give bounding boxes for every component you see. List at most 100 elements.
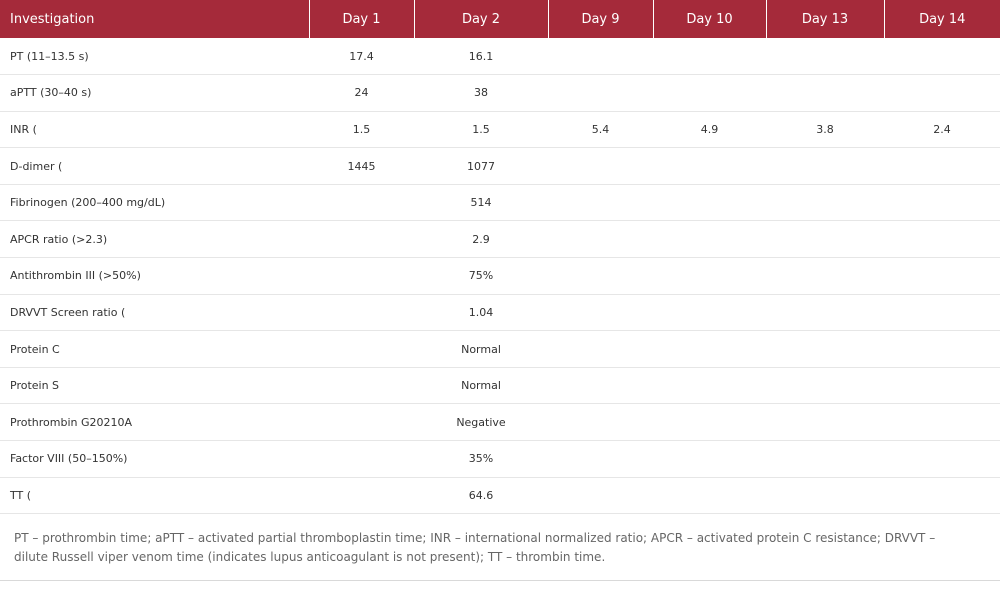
table-row: Protein S Normal	[0, 367, 1000, 405]
cell-value	[548, 367, 653, 405]
cell-value	[766, 220, 884, 259]
cell-value	[653, 403, 766, 442]
cell-value: 75%	[414, 257, 548, 295]
cell-value	[653, 74, 766, 112]
table-row: APCR ratio (>2.3) 2.9	[0, 220, 1000, 259]
cell-value: 1445	[309, 147, 414, 185]
cell-value	[766, 440, 884, 478]
row-label: INR (	[0, 111, 309, 149]
row-label: Factor VIII (50–150%)	[0, 440, 309, 478]
cell-value	[884, 74, 1000, 112]
cell-value: 16.1	[414, 38, 548, 76]
cell-value: 1.04	[414, 294, 548, 332]
row-label: Fibrinogen (200–400 mg/dL)	[0, 184, 309, 222]
cell-value: 1.5	[414, 111, 548, 149]
cell-value	[309, 257, 414, 295]
cell-value	[548, 440, 653, 478]
cell-value	[653, 440, 766, 478]
cell-value: 1.5	[309, 111, 414, 149]
cell-value	[766, 477, 884, 515]
cell-value	[653, 184, 766, 222]
row-label: Protein S	[0, 367, 309, 405]
table-row: DRVVT Screen ratio ( 1.04	[0, 294, 1000, 332]
row-label: Protein C	[0, 330, 309, 368]
table-row: aPTT (30–40 s) 24 38	[0, 74, 1000, 112]
cell-value	[309, 330, 414, 368]
column-header-day-10: Day 10	[653, 0, 767, 38]
column-header-day-9: Day 9	[548, 0, 654, 38]
cell-value	[548, 38, 653, 76]
cell-value: 1077	[414, 147, 548, 185]
row-label: D-dimer (	[0, 147, 309, 185]
cell-value	[766, 38, 884, 76]
row-label: TT (	[0, 477, 309, 515]
cell-value	[309, 403, 414, 442]
table-row: Fibrinogen (200–400 mg/dL) 514	[0, 184, 1000, 222]
table-row: D-dimer ( 1445 1077	[0, 147, 1000, 185]
row-label: Antithrombin III (>50%)	[0, 257, 309, 295]
cell-value: 24	[309, 74, 414, 112]
cell-value	[884, 440, 1000, 478]
cell-value	[884, 220, 1000, 259]
cell-value	[548, 74, 653, 112]
cell-value	[548, 294, 653, 332]
cell-value	[653, 294, 766, 332]
cell-value: 4.9	[653, 111, 766, 149]
table-row: PT (11–13.5 s) 17.4 16.1	[0, 38, 1000, 76]
table-row: INR ( 1.5 1.5 5.4 4.9 3.8 2.4	[0, 111, 1000, 149]
cell-value	[884, 147, 1000, 185]
cell-value	[309, 184, 414, 222]
cell-value: 3.8	[766, 111, 884, 149]
cell-value: 514	[414, 184, 548, 222]
row-label: PT (11–13.5 s)	[0, 38, 309, 76]
cell-value	[884, 330, 1000, 368]
cell-value	[653, 477, 766, 515]
cell-value	[653, 38, 766, 76]
cell-value	[548, 477, 653, 515]
cell-value	[884, 477, 1000, 515]
cell-value	[884, 257, 1000, 295]
cell-value	[766, 330, 884, 368]
cell-value	[309, 367, 414, 405]
cell-value	[548, 257, 653, 295]
cell-value	[653, 330, 766, 368]
row-label: aPTT (30–40 s)	[0, 74, 309, 112]
cell-value	[766, 294, 884, 332]
column-header-day-1: Day 1	[309, 0, 415, 38]
table-footnote: PT – prothrombin time; aPTT – activated …	[0, 513, 1000, 581]
cell-value	[309, 477, 414, 515]
cell-value: 64.6	[414, 477, 548, 515]
cell-value	[884, 403, 1000, 442]
cell-value: 5.4	[548, 111, 653, 149]
cell-value	[884, 184, 1000, 222]
cell-value	[653, 367, 766, 405]
cell-value	[548, 403, 653, 442]
table-row: Prothrombin G20210A Negative	[0, 403, 1000, 442]
column-header-day-13: Day 13	[766, 0, 885, 38]
cell-value	[884, 294, 1000, 332]
cell-value	[766, 257, 884, 295]
lab-results-table: Investigation Day 1 Day 2 Day 9 Day 10 D…	[0, 0, 1000, 515]
cell-value	[766, 147, 884, 185]
cell-value: Negative	[414, 403, 548, 442]
column-header-day-2: Day 2	[414, 0, 549, 38]
cell-value	[766, 367, 884, 405]
row-label: DRVVT Screen ratio (	[0, 294, 309, 332]
cell-value	[884, 38, 1000, 76]
cell-value: 2.4	[884, 111, 1000, 149]
table-header-row: Investigation Day 1 Day 2 Day 9 Day 10 D…	[0, 0, 1000, 38]
cell-value	[653, 257, 766, 295]
cell-value	[548, 330, 653, 368]
cell-value: 17.4	[309, 38, 414, 76]
cell-value	[766, 74, 884, 112]
cell-value: 35%	[414, 440, 548, 478]
cell-value	[309, 220, 414, 259]
cell-value	[309, 440, 414, 478]
column-header-investigation: Investigation	[0, 0, 310, 38]
cell-value: 2.9	[414, 220, 548, 259]
table-row: TT ( 64.6	[0, 477, 1000, 515]
cell-value: Normal	[414, 330, 548, 368]
cell-value	[766, 403, 884, 442]
cell-value: 38	[414, 74, 548, 112]
